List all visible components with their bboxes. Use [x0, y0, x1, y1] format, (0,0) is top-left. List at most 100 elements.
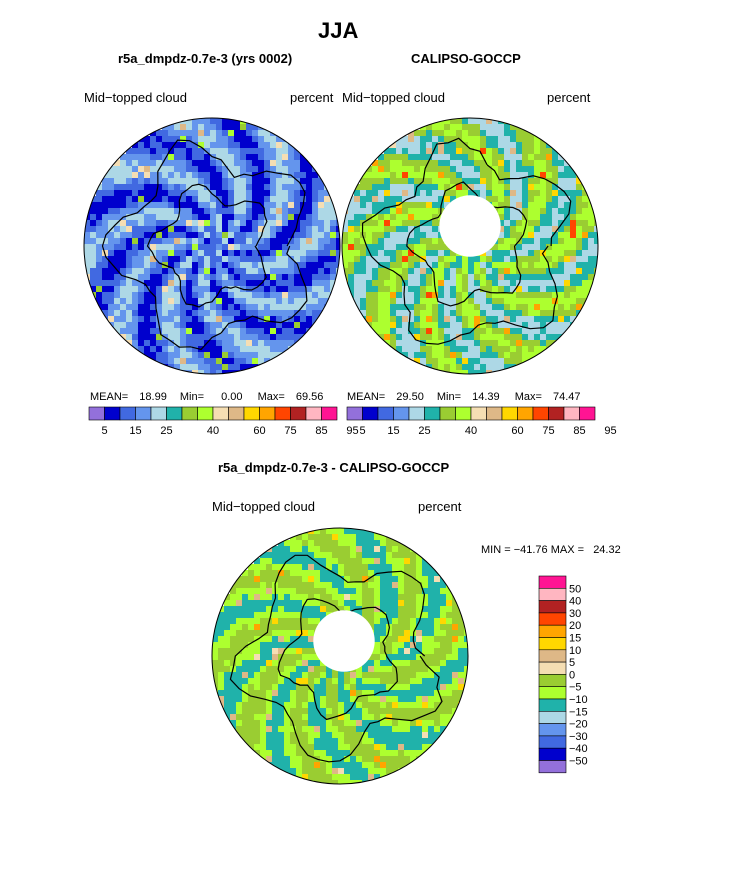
field-cell	[168, 352, 175, 359]
field-cell	[216, 214, 223, 221]
colorbar-swatch	[579, 406, 596, 421]
field-cell	[132, 310, 139, 317]
field-cell	[390, 310, 397, 317]
field-cell	[150, 334, 157, 341]
field-cell	[354, 274, 361, 281]
field-cell	[528, 352, 535, 359]
field-cell	[426, 184, 433, 191]
field-cell	[278, 546, 285, 553]
field-cell	[546, 334, 553, 341]
field-cell	[398, 768, 405, 775]
field-cell	[368, 600, 375, 607]
field-cell	[276, 142, 283, 149]
field-cell	[414, 346, 421, 353]
field-cell	[248, 708, 255, 715]
field-cell	[408, 196, 415, 203]
field-cell	[260, 624, 267, 631]
field-cell	[156, 214, 163, 221]
field-cell	[378, 322, 385, 329]
field-cell	[150, 256, 157, 263]
field-cell	[528, 250, 535, 257]
field-cell	[336, 238, 340, 245]
field-cell	[266, 666, 273, 673]
field-cell	[444, 304, 451, 311]
field-cell	[278, 594, 285, 601]
field-cell	[420, 268, 427, 275]
field-cell	[234, 238, 241, 245]
field-cell	[486, 148, 493, 155]
field-cell	[558, 214, 565, 221]
field-cell	[510, 358, 517, 365]
field-cell	[378, 166, 385, 173]
field-cell	[242, 738, 249, 745]
field-cell	[308, 582, 315, 589]
field-cell	[242, 678, 249, 685]
field-cell	[162, 346, 169, 353]
field-cell	[474, 298, 481, 305]
field-cell	[120, 244, 127, 251]
field-cell	[444, 196, 451, 203]
field-cell	[102, 262, 109, 269]
field-cell	[432, 352, 439, 359]
colorbar-swatch	[538, 612, 567, 626]
field-cell	[588, 220, 595, 227]
field-cell	[236, 582, 243, 589]
field-cell	[582, 292, 589, 299]
field-cell	[284, 774, 291, 781]
field-cell	[534, 244, 541, 251]
field-cell	[390, 172, 397, 179]
field-cell	[408, 364, 415, 371]
field-cell	[576, 298, 583, 305]
field-cell	[414, 220, 421, 227]
field-cell	[246, 178, 253, 185]
field-cell	[150, 322, 157, 329]
field-cell	[504, 370, 511, 374]
field-cell	[332, 564, 339, 571]
field-cell	[432, 340, 439, 347]
field-cell	[396, 256, 403, 263]
field-cell	[410, 666, 417, 673]
field-cell	[432, 160, 439, 167]
field-cell	[444, 352, 451, 359]
field-cell	[450, 178, 457, 185]
field-cell	[326, 546, 333, 553]
field-cell	[552, 304, 559, 311]
field-cell	[422, 648, 429, 655]
field-cell	[552, 322, 559, 329]
field-cell	[468, 256, 475, 263]
field-cell	[210, 166, 217, 173]
field-cell	[264, 268, 271, 275]
field-cell	[222, 226, 229, 233]
field-cell	[558, 238, 565, 245]
field-cell	[186, 352, 193, 359]
field-cell	[444, 298, 451, 305]
field-cell	[198, 280, 205, 287]
field-cell	[198, 238, 205, 245]
field-cell	[372, 268, 379, 275]
field-cell	[228, 298, 235, 305]
field-cell	[438, 238, 445, 245]
colorbar-tick-label: 15	[129, 425, 141, 437]
field-cell	[84, 232, 91, 239]
field-cell	[320, 528, 327, 535]
field-cell	[486, 352, 493, 359]
field-cell	[320, 696, 327, 703]
field-cell	[384, 238, 391, 245]
field-cell	[552, 220, 559, 227]
field-cell	[246, 340, 253, 347]
field-cell	[302, 690, 309, 697]
field-cell	[362, 540, 369, 547]
field-cell	[338, 672, 345, 679]
field-cell	[192, 316, 199, 323]
field-cell	[380, 750, 387, 757]
field-cell	[408, 262, 415, 269]
field-cell	[240, 346, 247, 353]
field-cell	[450, 280, 457, 287]
field-cell	[90, 214, 97, 221]
field-cell	[416, 564, 423, 571]
field-cell	[174, 190, 181, 197]
field-cell	[432, 172, 439, 179]
field-cell	[462, 370, 469, 374]
field-cell	[504, 142, 511, 149]
field-cell	[362, 774, 369, 781]
